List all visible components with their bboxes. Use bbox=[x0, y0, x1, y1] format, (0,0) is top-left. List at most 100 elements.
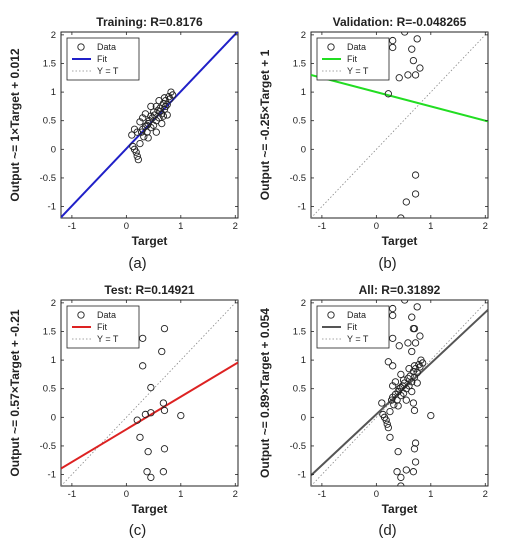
legend-entry: Data bbox=[97, 42, 116, 52]
y-tick-label: -0.5 bbox=[40, 441, 56, 452]
fit-line bbox=[311, 73, 488, 123]
data-point bbox=[411, 171, 420, 179]
x-axis-label: Target bbox=[132, 234, 168, 248]
data-point bbox=[386, 433, 394, 442]
y-tick-label: 0.5 bbox=[293, 116, 306, 127]
data-point bbox=[147, 102, 155, 111]
data-point bbox=[136, 118, 144, 126]
data-point bbox=[382, 416, 390, 424]
panel-1: -1 0 1 2 -1 -0.5 0 0.5 1 1.5 2 Training: R=0.8176 Ta… bbox=[8, 15, 239, 272]
legend: Data Fit Y = T bbox=[66, 305, 140, 349]
legend-marker-data bbox=[77, 311, 85, 319]
legend-entry: Y = T bbox=[347, 66, 369, 76]
data-point bbox=[411, 339, 420, 347]
data-point bbox=[147, 383, 155, 392]
panel-label: (c) bbox=[129, 522, 147, 539]
chart-title: Test: R=0.14921 bbox=[104, 283, 194, 297]
x-tick-label: 2 bbox=[483, 489, 488, 500]
data-point bbox=[393, 396, 401, 404]
data-point bbox=[177, 411, 185, 420]
data-point bbox=[147, 112, 155, 120]
y-tick-label: -0.5 bbox=[290, 441, 306, 452]
data-point bbox=[160, 324, 169, 333]
data-point bbox=[143, 468, 151, 476]
data-point bbox=[152, 102, 160, 111]
data-point bbox=[404, 71, 412, 79]
data-point bbox=[410, 445, 419, 453]
legend-marker-data bbox=[77, 43, 85, 51]
panel-4: -1 0 1 2 -1 -0.5 0 0.5 1 1.5 2 All: R=0.31892 Target… bbox=[258, 283, 489, 539]
y-axis-label: Output ~= 0.89×Target + 0.054 bbox=[258, 308, 272, 478]
data-point bbox=[143, 121, 151, 129]
data-point bbox=[408, 313, 416, 321]
x-tick-label: -1 bbox=[68, 221, 76, 232]
x-tick-label: 0 bbox=[124, 489, 129, 500]
data-point bbox=[397, 370, 405, 379]
data-point bbox=[132, 148, 140, 156]
legend-entry: Data bbox=[97, 310, 116, 320]
data-point bbox=[147, 473, 155, 482]
y-tick-label: 1 bbox=[51, 87, 56, 98]
data-point bbox=[159, 399, 168, 407]
data-point bbox=[389, 311, 397, 320]
y-tick-label: 2 bbox=[51, 298, 56, 309]
y-tick-label: 2 bbox=[301, 30, 306, 41]
y-axis-label: Output ~= -0.25×Target + 1 bbox=[258, 49, 272, 200]
data-point bbox=[397, 482, 405, 486]
y-tick-label: 0 bbox=[301, 412, 306, 423]
data-point bbox=[161, 102, 170, 111]
y-axis-label: Output ~= 0.57×Target + -0.21 bbox=[8, 309, 22, 477]
data-point bbox=[133, 416, 141, 424]
y-tick-label: 0 bbox=[51, 412, 56, 423]
legend-entry: Fit bbox=[347, 322, 357, 332]
data-point bbox=[397, 473, 405, 482]
data-point bbox=[394, 402, 402, 410]
data-point bbox=[378, 399, 386, 407]
y-tick-label: -1 bbox=[298, 202, 306, 213]
data-point bbox=[411, 71, 420, 79]
x-tick-label: 0 bbox=[374, 489, 379, 500]
x-tick-label: 0 bbox=[124, 221, 129, 232]
data-point bbox=[427, 411, 435, 420]
data-point bbox=[160, 94, 169, 102]
y-tick-label: 1 bbox=[51, 355, 56, 366]
panel-3: -1 0 1 2 -1 -0.5 0 0.5 1 1.5 2 Test: R=0.14921 Targe… bbox=[8, 283, 239, 539]
identity-line bbox=[311, 32, 488, 218]
data-point bbox=[386, 407, 394, 416]
x-tick-label: -1 bbox=[318, 489, 326, 500]
identity-line bbox=[311, 300, 488, 486]
y-axis-label: Output ~= 1×Target + 0.012 bbox=[8, 48, 22, 201]
data-point bbox=[410, 324, 419, 333]
data-point bbox=[144, 134, 152, 142]
data-point bbox=[152, 128, 160, 136]
data-point bbox=[402, 198, 410, 206]
y-tick-label: 1.5 bbox=[43, 58, 56, 69]
x-tick-label: 1 bbox=[178, 221, 183, 232]
legend-marker-data bbox=[327, 311, 335, 319]
y-tick-label: 0.5 bbox=[43, 384, 56, 395]
data-point bbox=[158, 347, 166, 356]
panel-label: (a) bbox=[128, 255, 146, 272]
x-axis-label: Target bbox=[382, 502, 418, 516]
data-point bbox=[139, 334, 147, 342]
data-point bbox=[395, 74, 403, 82]
data-point bbox=[410, 362, 419, 370]
data-point bbox=[404, 339, 412, 347]
data-point bbox=[402, 396, 410, 404]
x-tick-label: 2 bbox=[483, 221, 488, 232]
data-point bbox=[134, 155, 142, 164]
data-point bbox=[389, 362, 397, 370]
legend: Data Fit Y = T bbox=[316, 305, 390, 349]
data-point bbox=[389, 304, 397, 313]
data-point bbox=[159, 112, 168, 120]
x-tick-label: 0 bbox=[374, 221, 379, 232]
data-point bbox=[401, 300, 409, 304]
x-tick-label: 2 bbox=[233, 489, 238, 500]
x-tick-label: 1 bbox=[428, 221, 433, 232]
data-point bbox=[402, 466, 410, 474]
legend: Data Fit Y = T bbox=[66, 37, 140, 81]
data-point bbox=[389, 36, 397, 45]
legend-entry: Y = T bbox=[97, 334, 119, 344]
data-point bbox=[411, 458, 420, 466]
